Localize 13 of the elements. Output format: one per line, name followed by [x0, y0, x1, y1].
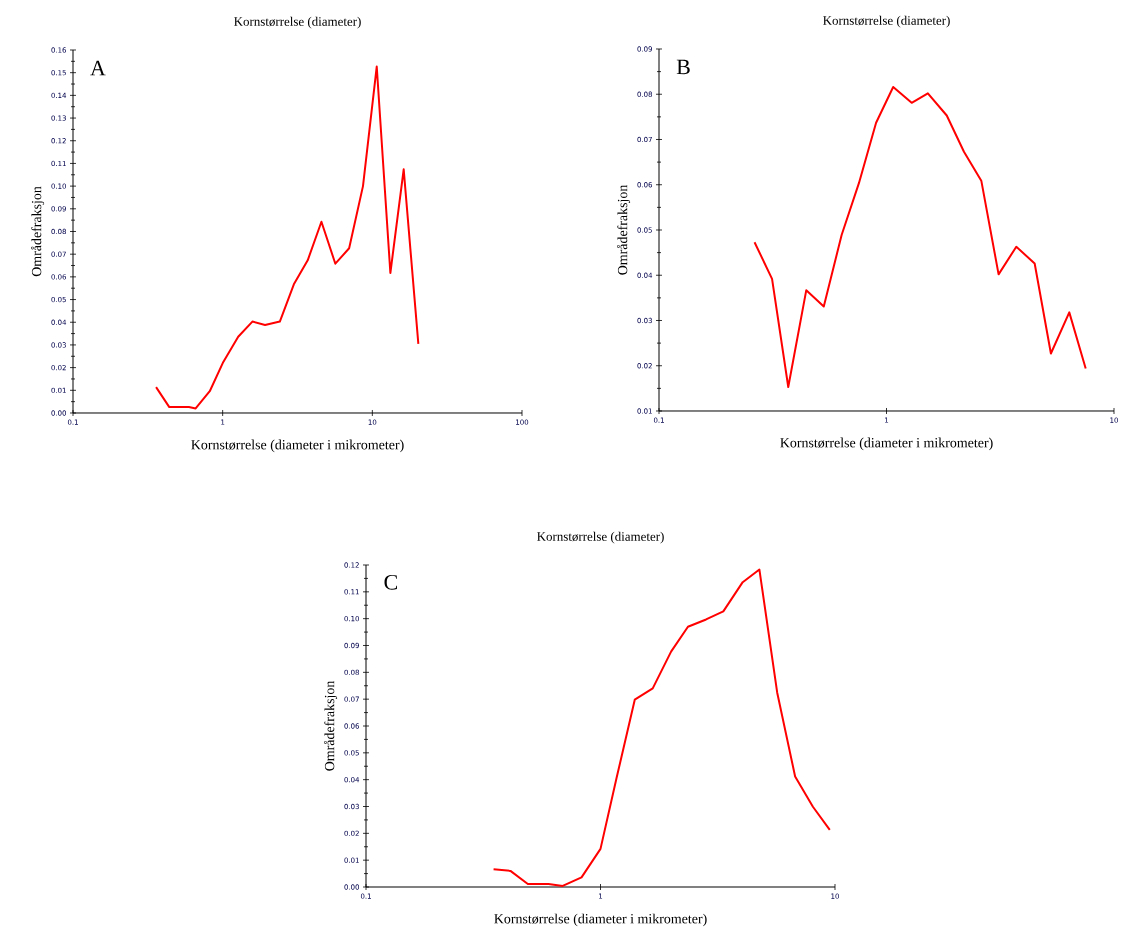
annotation: C [384, 574, 397, 590]
annotation: A [90, 60, 106, 76]
x-axis-title: Kornstørrelse (diameter i mikrometer) [494, 913, 707, 927]
y-axis-title: Områdefraksjon [617, 184, 631, 275]
x-axis-title: Kornstørrelse (diameter i mikrometer) [780, 437, 993, 451]
chart-title: Kornstørrelse (diameter) [823, 15, 950, 28]
chart-title: Kornstørrelse (diameter) [537, 531, 664, 544]
y-axis-title: Områdefraksjon [324, 680, 338, 771]
chart-title: Kornstørrelse (diameter) [234, 16, 361, 29]
annotation: B [676, 59, 690, 75]
x-axis-title: Kornstørrelse (diameter i mikrometer) [191, 439, 404, 453]
y-axis-title: Områdefraksjon [31, 186, 45, 277]
line-series [753, 86, 1087, 389]
